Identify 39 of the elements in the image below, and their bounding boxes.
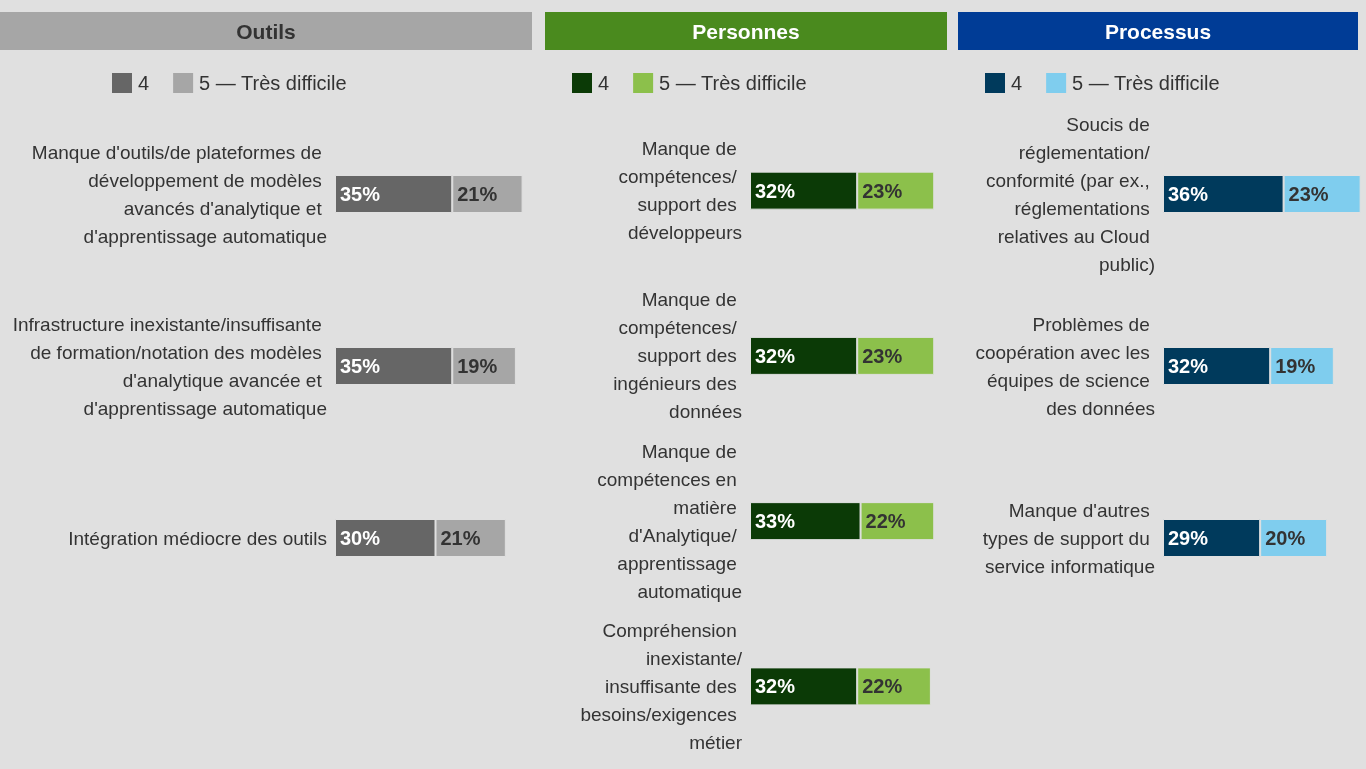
data-label: 32%: [1168, 355, 1209, 377]
y-tick-label: Infrastructure inexistante/insuffisante de formation/notation des modèles d'analytique avancée et d'apprentissage automatique: [12, 313, 327, 419]
data-label: 35%: [340, 355, 381, 377]
y-tick-label: Intégration médiocre des outils: [68, 527, 327, 549]
data-label: 22%: [862, 675, 903, 698]
data-label: 22%: [865, 510, 906, 533]
chart-title: Personnes: [692, 19, 800, 43]
data-label: 36%: [1168, 183, 1209, 205]
data-label: 29%: [1168, 527, 1209, 549]
legend-label: 5 — Très difficile: [1072, 72, 1220, 94]
data-label: 32%: [755, 179, 796, 202]
y-tick-label: Manque de compétences/ support des ingénieurs des données: [613, 289, 742, 423]
data-label: 33%: [755, 510, 796, 533]
data-label: 32%: [755, 675, 796, 698]
y-tick-label: Compréhension inexistante/insuffisante des besoins/exigences métier: [580, 619, 743, 753]
data-label: 21%: [440, 527, 481, 549]
legend-label: 5 — Très difficile: [199, 72, 347, 94]
data-label: 23%: [862, 179, 903, 202]
data-label: 32%: [755, 344, 796, 367]
legend-label: 4: [598, 72, 610, 94]
y-tick-label: Problèmes de coopération avec les équipes de science des données: [975, 313, 1155, 419]
legend-label: 4: [1011, 72, 1023, 94]
data-label: 19%: [457, 355, 498, 377]
data-label: 20%: [1265, 527, 1306, 549]
y-tick-label: Manque d'autres types de support du service informatique: [982, 499, 1155, 577]
data-label: 21%: [457, 183, 498, 205]
legend-label: 4: [138, 72, 150, 94]
data-label: 35%: [340, 183, 381, 205]
data-label: 23%: [1288, 183, 1329, 205]
chart-title: Processus: [1104, 19, 1212, 43]
data-label: 30%: [340, 527, 381, 549]
legend-label: 5 — Très difficile: [659, 72, 807, 94]
data-label: 19%: [1275, 355, 1316, 377]
chart-title: Outils: [236, 19, 296, 43]
y-tick-label: Manque de compétences en matière d'Analytique/ apprentissage automatique: [597, 440, 742, 602]
y-tick-label: Manque de compétences/ support des développeurs: [618, 138, 742, 244]
y-tick-label: Soucis de réglementation/ conformité (par ex., réglementations relatives au Cloud public): [986, 113, 1155, 275]
y-tick-label: Manque d'outils/de plateformes de développement de modèles avancés d'analytique et d'apprentissage automatique: [31, 141, 327, 247]
data-label: 23%: [862, 344, 903, 367]
